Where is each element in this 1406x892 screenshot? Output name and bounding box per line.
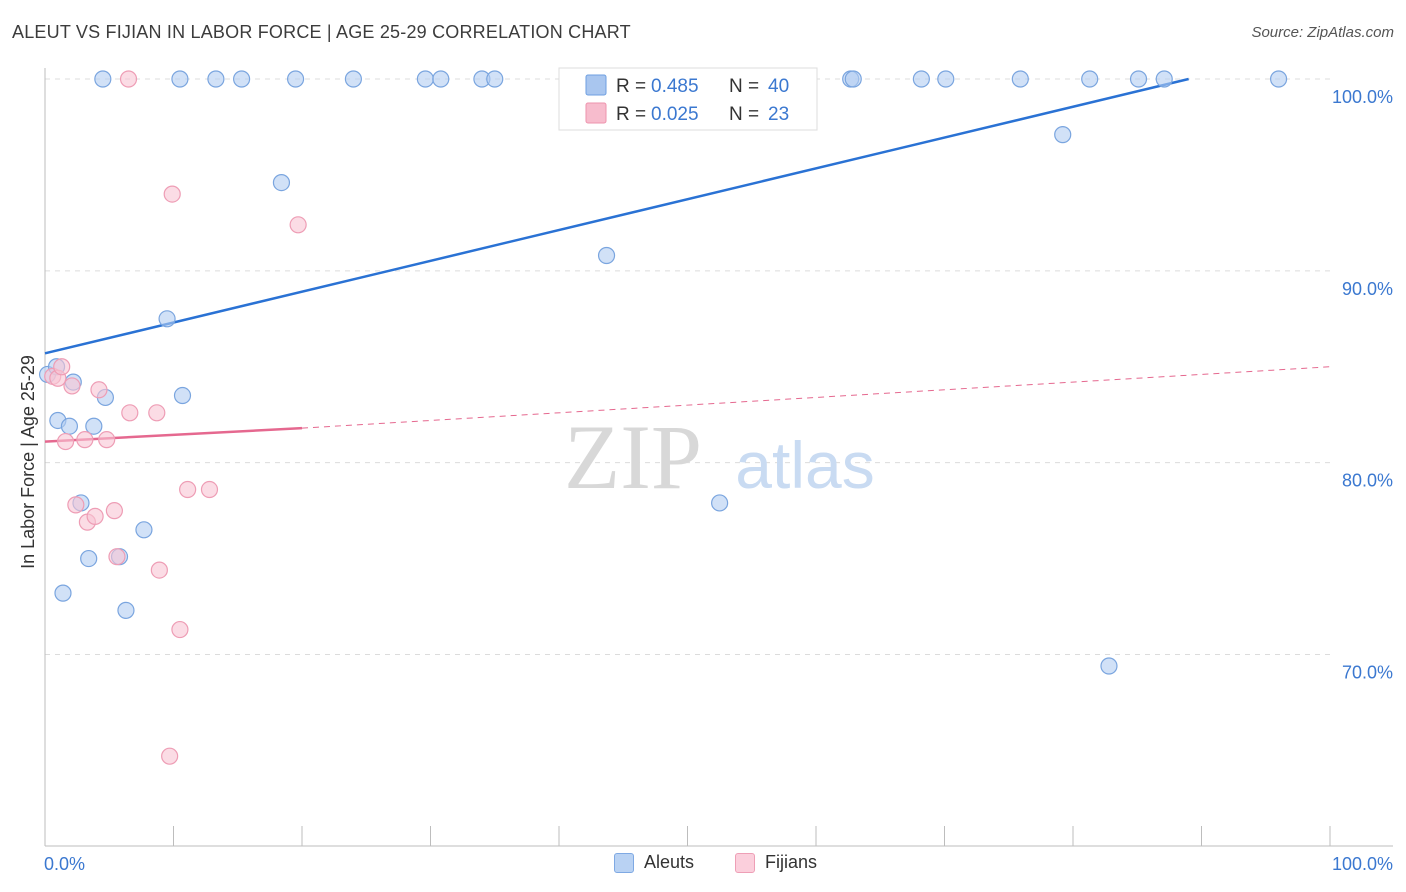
fijian-point (56, 432, 75, 451)
legend-n-value-fijians: 23 (768, 104, 789, 125)
source-credit: Source: ZipAtlas.com (1251, 24, 1394, 41)
aleut-point (1100, 657, 1118, 675)
legend-label-fijians: Fijians (765, 852, 818, 872)
fijian-point (163, 185, 181, 203)
aleut-point (1054, 126, 1072, 144)
axes-layer: 70.0% 80.0% 90.0% 100.0% 0.0% 100.0% In Labor … (18, 68, 1393, 874)
fijian-point (121, 404, 139, 422)
legend-r-value-fijians: 0.025 (651, 104, 699, 125)
aleut-point (60, 417, 79, 435)
legend-swatch-aleuts (585, 74, 607, 96)
aleut-point (711, 494, 729, 512)
watermark: ZIP atlas (564, 406, 875, 508)
aleut-point (597, 246, 616, 265)
aleut-point (344, 70, 362, 88)
fijian-point (63, 377, 81, 395)
aleut-point (1081, 70, 1099, 88)
y-tick-label-100: 100.0% (1332, 87, 1393, 107)
aleut-point (1129, 70, 1148, 88)
aleut-point (80, 549, 98, 568)
fijian-point (98, 431, 116, 449)
aleut-point (1269, 70, 1288, 88)
legend-r-label-fijians: R = (616, 104, 646, 125)
fijian-point (289, 216, 307, 234)
legend-bottom: Aleuts Fijians (0, 852, 1406, 878)
watermark-zip: ZIP (564, 406, 702, 508)
fijian-point (105, 502, 123, 520)
legend-top: R = 0.485 N = 40 R = 0.025 N = 23 (558, 67, 818, 131)
legend-swatch-fijians (585, 102, 607, 124)
fijian-point (171, 620, 189, 639)
x-tick-label-max: 100.0% (1332, 854, 1393, 874)
aleut-point (1011, 70, 1029, 88)
fijian-point (53, 358, 71, 376)
fijian-point (148, 404, 166, 422)
aleut-point (272, 173, 291, 192)
grid-layer (45, 78, 1330, 655)
fijian-point (86, 507, 104, 525)
aleut-point (1155, 70, 1173, 88)
fijian-point (119, 70, 138, 88)
fijian-point (108, 548, 126, 566)
trend-line-aleuts (44, 77, 1189, 355)
y-tick-label-90: 90.0% (1342, 279, 1393, 299)
fijian-point (150, 561, 168, 579)
x-tick-label-min: 0.0% (44, 854, 85, 874)
trend-layer (44, 77, 1331, 443)
aleut-point (94, 70, 112, 88)
watermark-atlas: atlas (735, 428, 874, 502)
aleut-point (207, 70, 225, 88)
aleut-point (54, 584, 72, 602)
fijian-point (200, 480, 219, 499)
aleut-point (233, 70, 251, 88)
y-tick-label-80: 80.0% (1342, 471, 1393, 491)
aleut-point (173, 386, 192, 405)
aleut-point (171, 70, 189, 88)
legend-n-value-aleuts: 40 (768, 76, 789, 97)
legend-n-label-fijians: N = (729, 104, 759, 125)
aleut-point (912, 70, 930, 88)
legend-item-fijians: Fijians (735, 852, 817, 873)
trend-line-fijians-dashed (301, 366, 1331, 429)
aleut-point (432, 70, 450, 88)
y-axis-title: In Labor Force | Age 25-29 (18, 355, 38, 569)
aleut-point (117, 601, 135, 619)
aleut-point (135, 521, 153, 539)
chart-title: ALEUT VS FIJIAN IN LABOR FORCE | AGE 25-… (12, 22, 631, 42)
legend-r-value-aleuts: 0.485 (651, 76, 699, 97)
legend-swatch-aleuts-bottom (614, 852, 634, 873)
aleut-point (486, 70, 504, 88)
legend-swatch-fijians-bottom (735, 852, 755, 873)
aleut-point (158, 310, 176, 328)
y-tick-label-70: 70.0% (1342, 663, 1393, 683)
legend-n-label-aleuts: N = (729, 76, 759, 97)
aleut-point (937, 70, 955, 88)
aleut-point (85, 417, 103, 435)
legend-r-label-aleuts: R = (616, 76, 646, 97)
aleut-point (844, 70, 862, 88)
aleut-point (416, 70, 434, 88)
aleut-point (286, 70, 305, 88)
fijian-point (67, 496, 85, 514)
legend-item-aleuts: Aleuts (614, 852, 694, 873)
fijian-point (76, 431, 94, 449)
legend-label-aleuts: Aleuts (644, 852, 695, 872)
fijian-point (90, 381, 108, 399)
fijian-point (161, 747, 179, 765)
fijian-point (179, 480, 197, 499)
